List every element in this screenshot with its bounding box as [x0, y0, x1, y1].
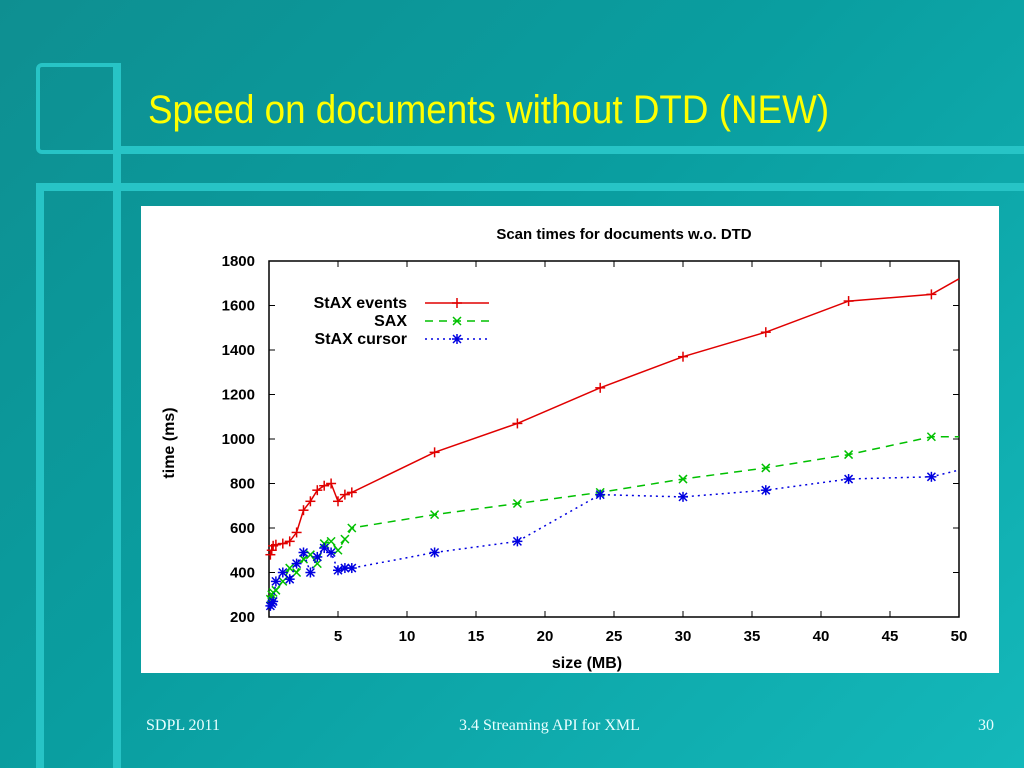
frame-top-left-box — [36, 63, 120, 154]
legend-label: SAX — [374, 313, 407, 330]
data-point-0 — [346, 487, 357, 498]
y-tick-label: 1600 — [222, 298, 255, 315]
data-point-2 — [319, 543, 330, 554]
y-tick-label: 800 — [230, 476, 255, 493]
data-point-0 — [284, 536, 295, 547]
footer-course: SDPL 2011 — [146, 717, 220, 734]
series-line-2 — [269, 469, 960, 607]
data-point-0 — [305, 496, 316, 507]
data-point-1 — [512, 498, 522, 509]
data-point-1 — [340, 534, 350, 544]
data-point-0 — [926, 289, 937, 300]
y-tick-label: 200 — [230, 609, 255, 626]
data-point-2 — [291, 558, 302, 569]
data-point-0 — [595, 382, 606, 393]
series-line-1 — [269, 436, 959, 600]
data-point-0 — [319, 480, 330, 491]
data-point-0 — [312, 485, 323, 496]
data-point-0 — [298, 505, 309, 516]
data-point-1 — [298, 554, 309, 564]
y-axis-label: time (ms) — [161, 407, 178, 478]
plot-frame — [268, 260, 960, 618]
y-tick-label: 400 — [230, 565, 255, 582]
data-point-0 — [339, 489, 350, 500]
data-point-0 — [843, 296, 854, 307]
x-tick-label: 15 — [468, 628, 485, 645]
data-point-0 — [270, 539, 281, 550]
scan-times-chart: 200 400 600 800 1000 1200 1400 1600 1800 5 10 15 20 2… — [161, 226, 968, 672]
data-point-0 — [760, 327, 771, 338]
data-point-1 — [678, 474, 688, 484]
data-point-2 — [346, 563, 357, 574]
data-point-0 — [265, 549, 276, 560]
data-point-2 — [312, 551, 323, 562]
data-point-2 — [760, 485, 771, 496]
frame-left-vertical — [36, 183, 44, 768]
data-point-1 — [926, 432, 936, 442]
chart-panel: 200 400 600 800 1000 1200 1400 1600 1800 5 10 15 20 2… — [141, 206, 999, 673]
data-point-1 — [761, 463, 771, 473]
x-tick-label: 50 — [951, 628, 968, 645]
frame-second-line — [36, 183, 1024, 191]
data-point-0 — [277, 538, 288, 549]
data-point-1 — [312, 559, 322, 569]
data-point-1 — [326, 536, 336, 546]
data-point-2 — [595, 489, 606, 500]
x-tick-label: 5 — [334, 628, 342, 645]
data-point-2 — [678, 491, 688, 502]
x-tick-label: 20 — [537, 628, 554, 645]
data-point-1 — [285, 563, 295, 573]
x-tick-label: 25 — [606, 628, 623, 645]
legend-marker-1 — [452, 316, 462, 326]
legend-label: StAX events — [314, 295, 407, 312]
data-point-0 — [291, 527, 302, 538]
data-point-2 — [429, 547, 440, 558]
x-tick-label: 35 — [744, 628, 761, 645]
legend-marker-0 — [452, 298, 462, 308]
footer-section-title: 3.4 Streaming API for XML — [459, 717, 640, 734]
data-point-2 — [512, 536, 523, 547]
data-point-2 — [305, 567, 316, 578]
data-point-2 — [298, 547, 309, 558]
data-point-2 — [268, 596, 279, 607]
data-point-0 — [266, 545, 277, 556]
frame-inner-vertical — [113, 63, 121, 768]
y-tick-label: 600 — [230, 520, 255, 537]
y-tick-label: 1200 — [222, 387, 255, 404]
legend-label: StAX cursor — [315, 331, 407, 348]
data-point-2 — [333, 565, 343, 576]
data-point-1 — [844, 450, 854, 460]
x-tick-label: 10 — [399, 628, 416, 645]
x-axis-label: size (MB) — [552, 655, 622, 672]
data-point-0 — [333, 496, 343, 507]
data-point-0 — [512, 418, 523, 429]
y-tick-label: 1400 — [222, 342, 255, 359]
data-point-1 — [430, 510, 440, 520]
data-point-1 — [271, 585, 281, 595]
data-point-1 — [292, 567, 302, 578]
data-point-0 — [429, 447, 440, 458]
data-point-2 — [270, 576, 281, 587]
data-point-2 — [326, 547, 337, 558]
x-tick-label: 30 — [675, 628, 692, 645]
y-tick-label: 1800 — [222, 253, 255, 270]
data-point-2 — [926, 471, 937, 482]
x-tick-label: 45 — [882, 628, 899, 645]
legend-marker-2 — [452, 334, 462, 344]
slide-title: Speed on documents without DTD (NEW) — [148, 88, 830, 132]
data-point-2 — [843, 474, 854, 485]
data-point-2 — [284, 574, 295, 585]
data-point-2 — [277, 567, 288, 578]
y-tick-label: 1000 — [222, 431, 255, 448]
data-point-0 — [678, 351, 688, 362]
data-point-1 — [347, 523, 357, 533]
frame-top-line — [120, 146, 1024, 154]
data-point-0 — [326, 478, 337, 489]
footer-page-number: 30 — [978, 717, 994, 734]
chart-title: Scan times for documents w.o. DTD — [496, 226, 751, 243]
x-tick-label: 40 — [813, 628, 830, 645]
